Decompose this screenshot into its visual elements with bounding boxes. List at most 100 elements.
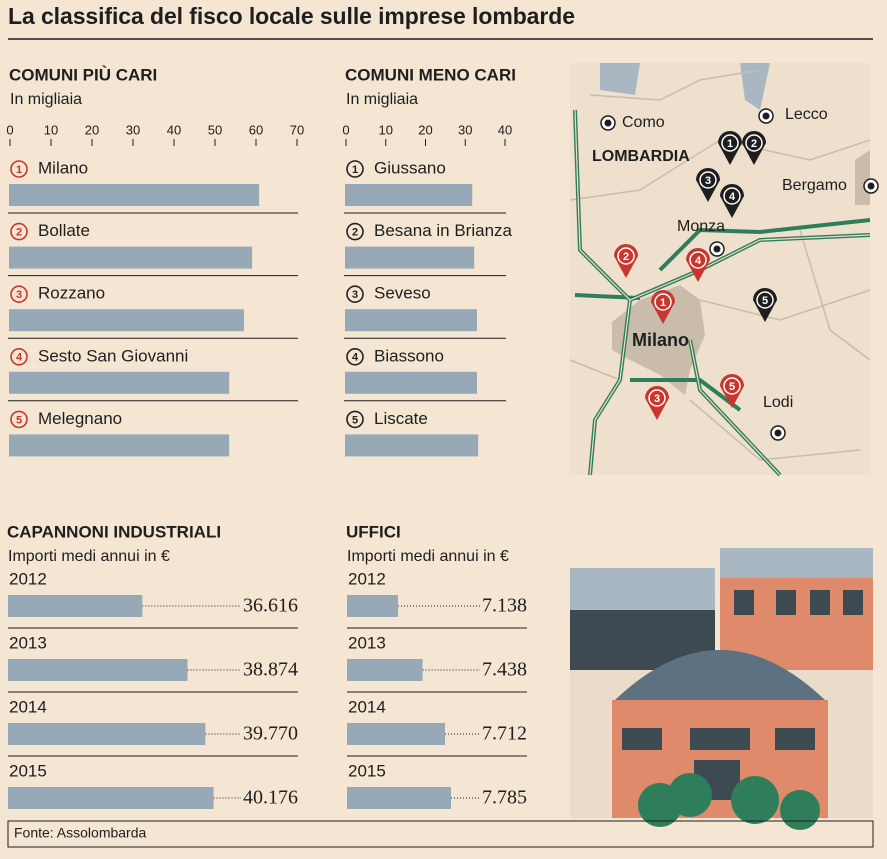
value-label: 39.770 [243, 723, 298, 745]
pin-ring [721, 134, 739, 152]
bar [9, 434, 230, 457]
city-label: Lecco [785, 106, 828, 123]
bar [9, 309, 244, 332]
x-tick-label: 60 [249, 122, 263, 137]
bar [8, 787, 214, 809]
rank-badge [346, 347, 364, 366]
value-label: 7.438 [482, 659, 527, 681]
pin-number: 5 [762, 295, 768, 307]
category-label: 2013 [348, 633, 386, 652]
x-tick-label: 0 [6, 122, 13, 137]
rank-badge [10, 347, 28, 366]
category-label: Biassono [374, 346, 444, 365]
rank-number: 2 [16, 227, 22, 239]
map-pin [614, 244, 638, 278]
x-tick-label: 40 [167, 122, 181, 137]
region-label: LOMBARDIA [592, 148, 690, 165]
x-tick-label: 0 [342, 122, 349, 137]
x-tick-label: 70 [290, 122, 304, 137]
chart-subtitle: In migliaia [346, 91, 418, 108]
category-label: Milano [38, 158, 88, 177]
category-label: Giussano [374, 158, 446, 177]
category-label: Seveso [374, 284, 431, 303]
map-pin [720, 184, 744, 218]
pin-ring [617, 247, 635, 265]
x-tick-label: 50 [208, 122, 222, 137]
rank-number: 2 [352, 227, 358, 239]
x-tick-label: 10 [44, 122, 58, 137]
pin-number: 2 [751, 138, 757, 150]
category-label: Liscate [374, 409, 428, 428]
category-label: 2015 [9, 761, 47, 780]
map-pin [742, 131, 766, 165]
rank-number: 3 [16, 289, 22, 301]
pin-ring [745, 134, 763, 152]
city-dot-core [713, 245, 721, 253]
chart-title: COMUNI PIÙ CARI [9, 65, 157, 84]
map-pin [686, 248, 710, 282]
rank-number: 4 [16, 352, 23, 364]
x-tick-label: 20 [418, 122, 432, 137]
map-pin [651, 290, 675, 324]
chart-title: CAPANNONI INDUSTRIALI [7, 522, 221, 541]
city-dot-core [604, 119, 612, 127]
pin-ring [648, 389, 666, 407]
value-label: 7.138 [482, 595, 527, 617]
pin-ring [689, 251, 707, 269]
rank-number: 5 [16, 414, 22, 426]
category-label: Rozzano [38, 284, 105, 303]
illustration [570, 548, 873, 830]
rank-badge [346, 285, 364, 304]
map [569, 63, 871, 477]
x-tick-label: 10 [379, 122, 393, 137]
rank-badge [10, 285, 28, 304]
pin-number: 4 [695, 255, 702, 267]
city-dot-core [867, 182, 875, 190]
bar [8, 595, 143, 617]
source: Fonte: Assolombarda [14, 825, 147, 841]
roads-inner [574, 109, 871, 476]
category-label: Bollate [38, 221, 90, 240]
x-tick-label: 30 [458, 122, 472, 137]
x-tick-label: 40 [498, 122, 512, 137]
chart-subtitle: Importi medi annui in € [8, 548, 170, 565]
value-label: 36.616 [243, 595, 298, 617]
category-label: Besana in Brianza [374, 221, 513, 240]
category-label: 2014 [9, 697, 47, 716]
bar [347, 787, 452, 809]
pin-number: 3 [705, 175, 711, 187]
rank-badge [346, 160, 364, 178]
bar [345, 434, 479, 457]
rank-number: 5 [352, 414, 358, 426]
lake [600, 63, 640, 95]
value-label: 38.874 [243, 659, 298, 681]
bar [8, 723, 206, 745]
page-title: La classifica del fisco locale sulle imp… [8, 3, 575, 29]
bar [345, 309, 477, 332]
map-pin [720, 374, 744, 408]
pin-number: 1 [727, 138, 733, 150]
bar [9, 371, 230, 394]
rank-badge [10, 160, 28, 178]
pin-ring [723, 187, 741, 205]
category-label: 2015 [348, 761, 386, 780]
value-label: 7.712 [482, 723, 527, 745]
category-label: Melegnano [38, 409, 122, 428]
category-label: Sesto San Giovanni [38, 346, 188, 365]
pin-ring [699, 171, 717, 189]
city-label: Como [622, 114, 665, 131]
milano-area [612, 285, 705, 395]
rank-number: 1 [16, 164, 22, 176]
chart-title: UFFICI [346, 522, 401, 541]
x-tick-label: 20 [85, 122, 99, 137]
rank-number: 3 [352, 289, 358, 301]
chart-subtitle: In migliaia [10, 91, 82, 108]
pin-ring [654, 293, 672, 311]
rank-number: 1 [352, 164, 358, 176]
pin-number: 1 [660, 297, 666, 309]
rank-badge [10, 410, 28, 429]
pin-ring [756, 291, 774, 309]
category-label: 2012 [348, 569, 386, 588]
map-pin [718, 131, 742, 165]
